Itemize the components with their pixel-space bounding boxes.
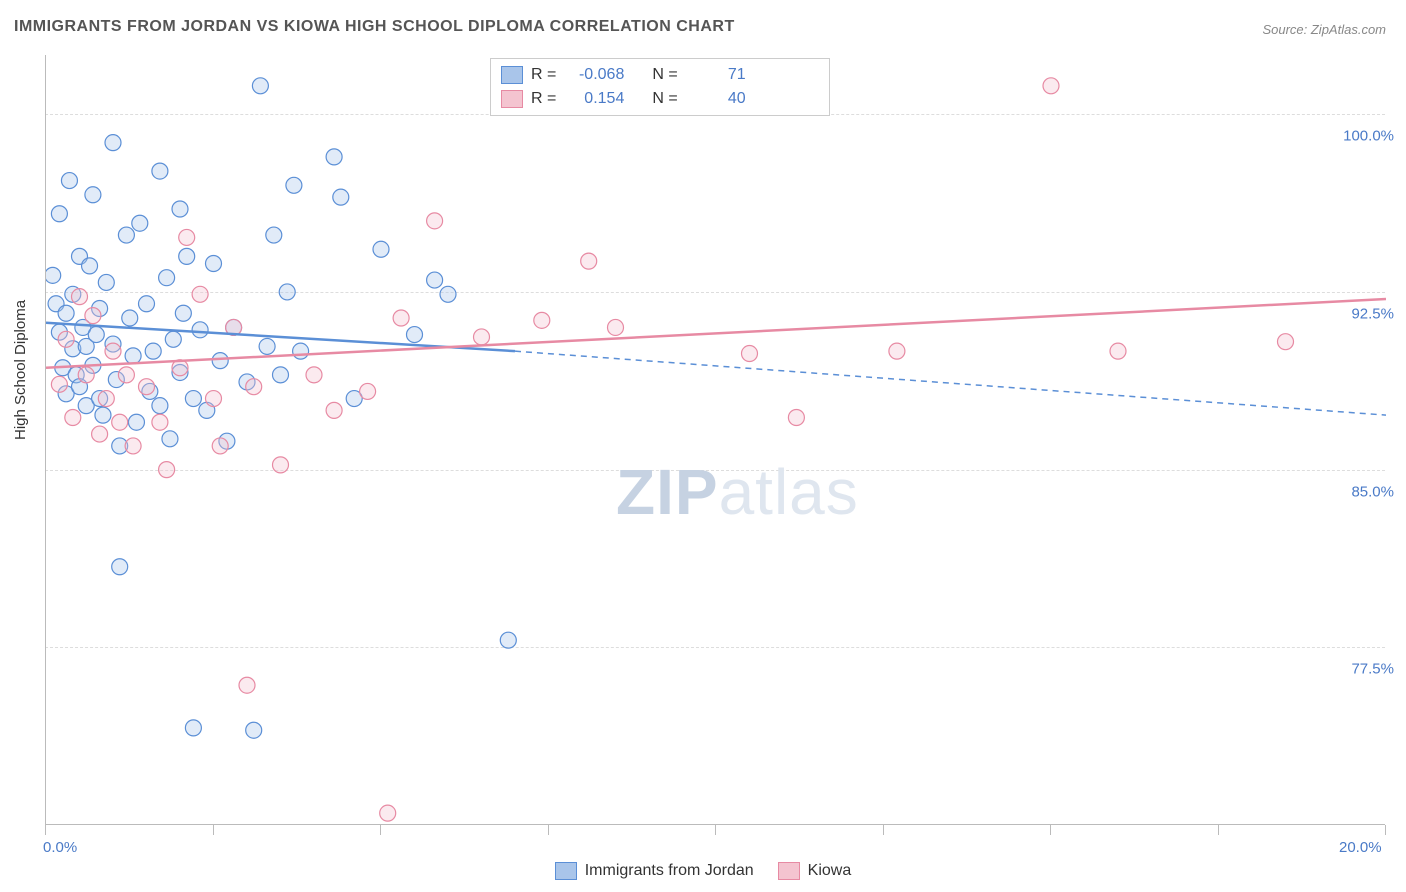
legend-item-1: Kiowa: [778, 862, 852, 880]
legend-item-0: Immigrants from Jordan: [555, 862, 754, 880]
legend-series: Immigrants from Jordan Kiowa: [0, 862, 1406, 880]
n-value-0: 71: [686, 66, 746, 84]
legend-swatch-0: [501, 66, 523, 84]
legend-bottom-swatch-1: [778, 862, 800, 880]
legend-label-1: Kiowa: [808, 862, 852, 880]
x-label-right: 20.0%: [1339, 839, 1382, 856]
n-value-1: 40: [686, 90, 746, 108]
legend-stats: R = -0.068 N = 71 R = 0.154 N = 40: [490, 58, 830, 116]
scatter-svg: [46, 55, 1386, 825]
r-value-0: -0.068: [564, 66, 624, 84]
legend-stats-row-0: R = -0.068 N = 71: [501, 63, 819, 87]
r-value-1: 0.154: [564, 90, 624, 108]
chart-title: IMMIGRANTS FROM JORDAN VS KIOWA HIGH SCH…: [14, 18, 735, 36]
legend-swatch-1: [501, 90, 523, 108]
source-attribution: Source: ZipAtlas.com: [1262, 22, 1386, 37]
chart-container: IMMIGRANTS FROM JORDAN VS KIOWA HIGH SCH…: [0, 0, 1406, 892]
y-axis-label: High School Diploma: [12, 300, 29, 440]
legend-label-0: Immigrants from Jordan: [585, 862, 754, 880]
plot-area: ZIPatlas: [45, 55, 1385, 825]
legend-stats-row-1: R = 0.154 N = 40: [501, 87, 819, 111]
legend-bottom-swatch-0: [555, 862, 577, 880]
x-label-left: 0.0%: [43, 839, 77, 856]
